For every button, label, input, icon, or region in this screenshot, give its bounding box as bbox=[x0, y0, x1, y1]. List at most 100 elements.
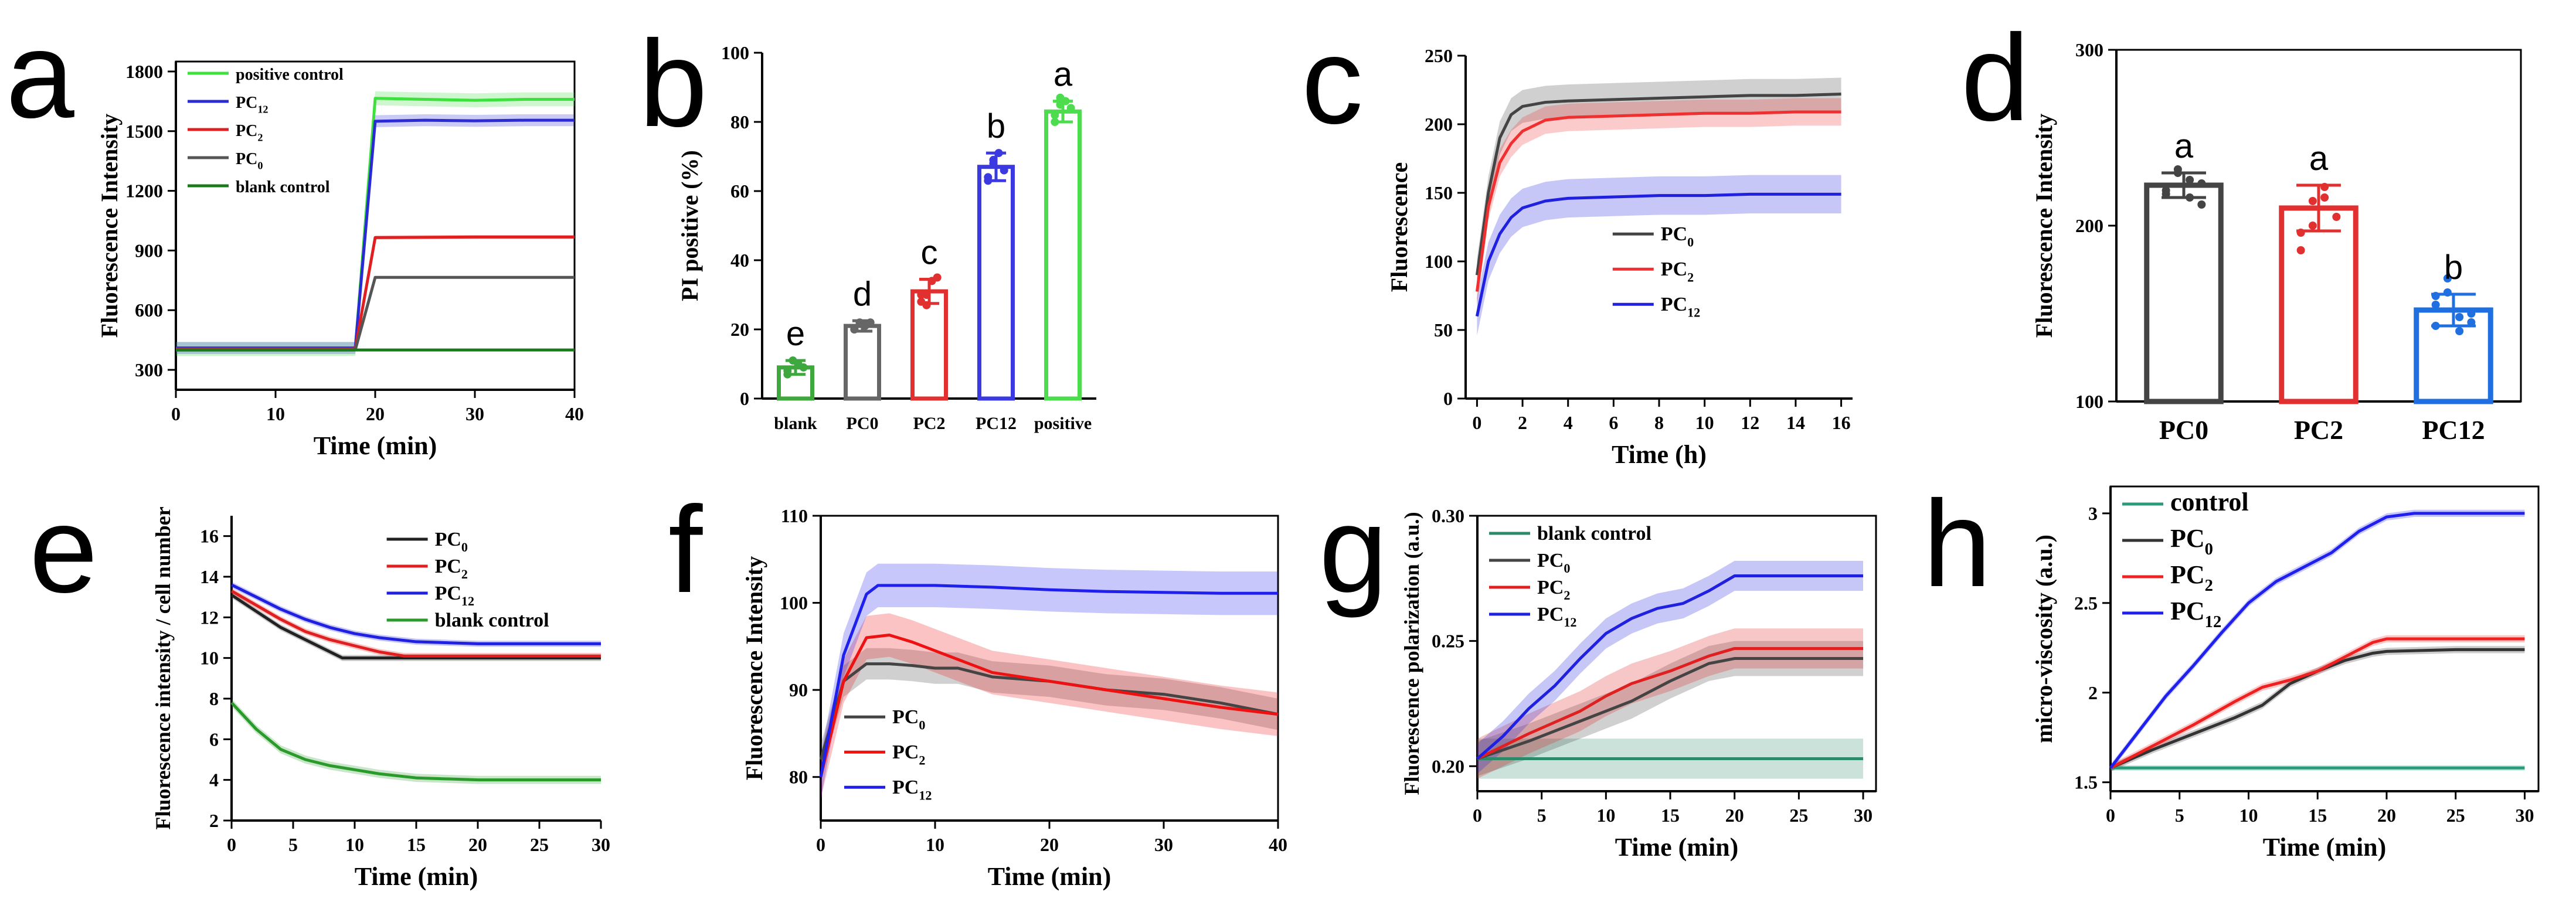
y-tick-label: 0 bbox=[740, 388, 749, 409]
y-tick-label: 150 bbox=[1425, 182, 1453, 203]
x-tick-label: 25 bbox=[1789, 805, 1808, 826]
category-label: PC0 bbox=[847, 414, 879, 433]
data-point bbox=[2186, 176, 2194, 184]
legend-name-sub: 12 bbox=[257, 103, 268, 115]
data-point bbox=[783, 370, 792, 379]
legend-entry: positive control bbox=[236, 66, 344, 84]
x-tick-label: 40 bbox=[565, 403, 584, 424]
legend-entry: PC12 bbox=[1537, 604, 1576, 629]
y-axis-label: Fluorescence Intensity bbox=[96, 114, 123, 338]
x-tick-label: 15 bbox=[407, 834, 426, 855]
panel-letter: g bbox=[1319, 481, 1388, 618]
data-point bbox=[1000, 166, 1008, 175]
y-tick-label: 16 bbox=[200, 526, 219, 547]
x-tick-label: 20 bbox=[1725, 805, 1744, 826]
legend-entry: PC2 bbox=[892, 741, 925, 767]
legend-entry: blank control bbox=[1537, 523, 1651, 544]
y-tick-label: 4 bbox=[209, 770, 219, 791]
data-point bbox=[922, 301, 931, 309]
panel-b: 0 20 40 60 80 100 PI positive (%) e blank d PC0 c PC… bbox=[639, 15, 1096, 433]
legend-entry: PC2 bbox=[1537, 577, 1570, 603]
y-tick-label: 200 bbox=[2075, 215, 2103, 236]
significance-letter: a bbox=[1053, 56, 1073, 94]
data-point bbox=[2296, 246, 2305, 254]
legend-name-sub: 2 bbox=[1687, 270, 1694, 284]
y-tick-label: 1200 bbox=[125, 181, 163, 202]
y-tick-label: 600 bbox=[135, 299, 163, 321]
panel-letter: f bbox=[668, 481, 703, 618]
significance-letter: a bbox=[2174, 127, 2194, 165]
legend-name-main: PC bbox=[892, 777, 919, 798]
y-tick-label: 40 bbox=[730, 250, 749, 271]
legend-entry: PC12 bbox=[236, 94, 269, 115]
panel-letter: b bbox=[639, 15, 708, 152]
x-tick-label: 14 bbox=[1786, 412, 1805, 433]
legend-name-main: PC bbox=[2170, 560, 2205, 589]
category-label: positive bbox=[1034, 414, 1092, 433]
y-tick-label: 20 bbox=[730, 319, 749, 340]
legend-name-main: PC bbox=[2170, 597, 2205, 625]
x-tick-label: 5 bbox=[288, 834, 298, 855]
series-band-2 bbox=[1477, 628, 1864, 779]
data-point bbox=[2455, 313, 2464, 321]
legend-name-sub: 12 bbox=[461, 594, 474, 608]
x-tick-label: 0 bbox=[1472, 412, 1481, 433]
x-tick-label: 2 bbox=[1518, 412, 1527, 433]
y-tick-label: 1800 bbox=[125, 61, 163, 82]
legend-name-main: PC bbox=[435, 583, 461, 604]
legend-name-main: PC bbox=[2170, 524, 2205, 553]
panel-letter: h bbox=[1923, 475, 1992, 612]
data-point bbox=[994, 149, 1003, 158]
series-band-1 bbox=[1477, 641, 1864, 777]
data-point bbox=[1051, 118, 1059, 126]
data-point bbox=[866, 318, 875, 327]
x-tick-label: 10 bbox=[266, 403, 285, 424]
y-tick-label: 100 bbox=[1425, 251, 1453, 272]
x-tick-label: 30 bbox=[2515, 805, 2534, 826]
data-point bbox=[2443, 274, 2452, 282]
series-line-PC2 bbox=[1475, 110, 1841, 292]
data-point bbox=[2197, 200, 2206, 209]
data-point bbox=[2467, 309, 2476, 318]
legend-name-main: PC bbox=[892, 706, 919, 728]
panel-letter: a bbox=[6, 6, 74, 144]
legend-entry: PC2 bbox=[236, 122, 263, 143]
data-point bbox=[2467, 318, 2476, 326]
x-tick-label: 5 bbox=[1537, 805, 1547, 826]
x-axis-label: Time (min) bbox=[988, 862, 1112, 891]
data-point bbox=[2431, 292, 2440, 300]
legend-name-main: PC bbox=[435, 529, 461, 550]
y-tick-label: 0 bbox=[1443, 388, 1453, 409]
data-point bbox=[1056, 93, 1065, 102]
y-tick-label: 0.20 bbox=[1432, 755, 1464, 777]
y-tick-label: 300 bbox=[2075, 39, 2103, 60]
x-tick-label: 15 bbox=[1661, 805, 1680, 826]
legend-entry: PC2 bbox=[435, 556, 468, 581]
x-tick-label: 10 bbox=[1695, 412, 1714, 433]
series-line-PC0 bbox=[230, 594, 601, 660]
legend-name-sub: 12 bbox=[1687, 305, 1700, 319]
y-tick-label: 1500 bbox=[125, 121, 163, 142]
x-tick-label: 5 bbox=[2175, 805, 2184, 826]
data-point bbox=[984, 176, 993, 185]
series-band-2 bbox=[1477, 175, 1841, 336]
legend-entry: PC12 bbox=[435, 583, 474, 608]
legend-name-sub: 0 bbox=[461, 540, 468, 554]
panel-d: 100 200 300 Fluorescence Intensity a PC0 a PC2 b… bbox=[1961, 9, 2522, 445]
x-tick-label: 15 bbox=[2308, 805, 2327, 826]
category-label: PC12 bbox=[976, 414, 1017, 433]
legend-name-main: PC bbox=[236, 94, 257, 112]
y-tick-label: 10 bbox=[200, 648, 219, 669]
panel-letter: e bbox=[29, 481, 98, 618]
significance-letter: b bbox=[2444, 249, 2463, 287]
y-tick-label: 2 bbox=[2088, 682, 2098, 703]
legend-name-main: PC bbox=[236, 150, 257, 168]
significance-letter: d bbox=[853, 275, 872, 313]
legend-name-sub: 0 bbox=[257, 159, 263, 171]
data-point bbox=[799, 363, 808, 372]
x-tick-label: 25 bbox=[530, 834, 549, 855]
legend-name-main: PC bbox=[892, 741, 919, 763]
series-band-0 bbox=[1477, 77, 1841, 292]
